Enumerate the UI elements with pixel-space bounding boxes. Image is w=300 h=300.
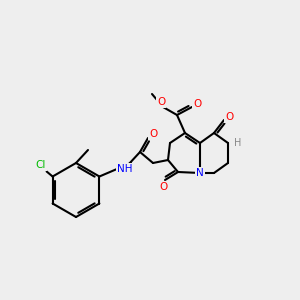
Text: O: O: [225, 112, 233, 122]
Text: O: O: [193, 99, 201, 109]
Text: H: H: [234, 138, 242, 148]
Text: O: O: [159, 182, 167, 192]
Text: NH: NH: [117, 164, 133, 174]
Text: O: O: [157, 97, 165, 107]
Text: Cl: Cl: [35, 160, 46, 170]
Text: N: N: [196, 168, 204, 178]
Text: O: O: [149, 129, 157, 139]
